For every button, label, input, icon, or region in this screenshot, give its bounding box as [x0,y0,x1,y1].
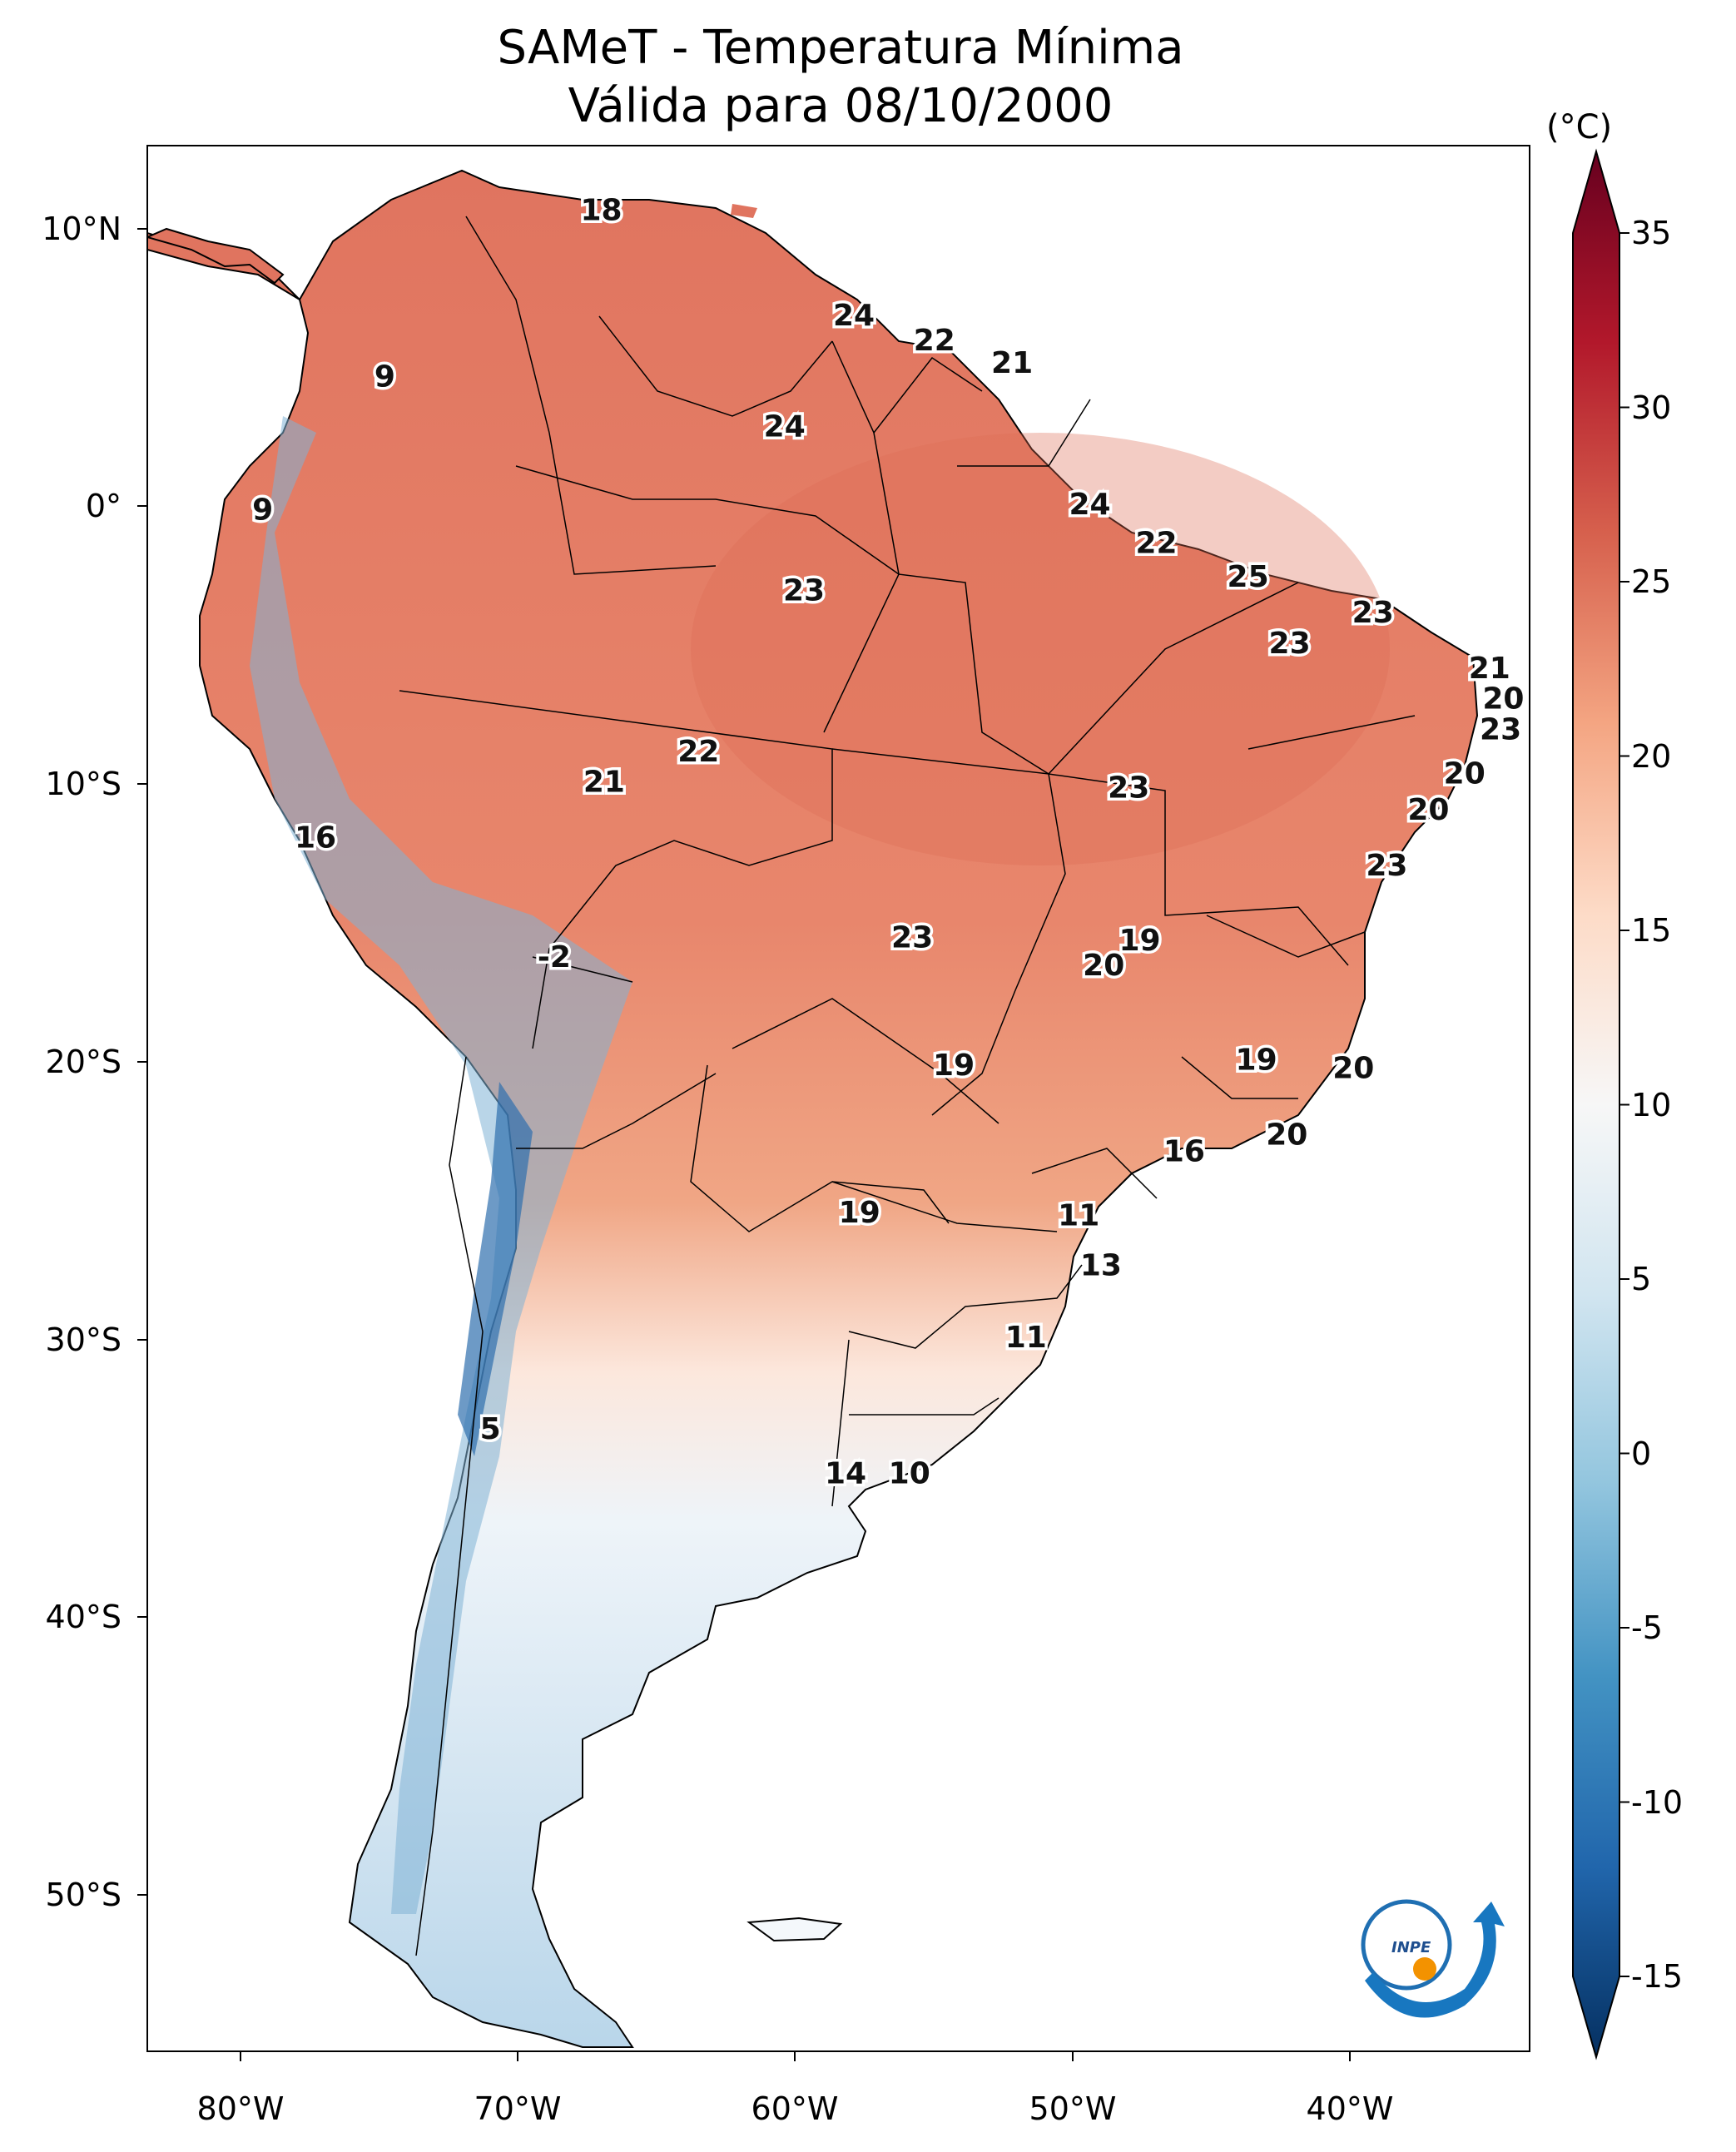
temperature-label: 10 [889,1457,930,1491]
lon-label: 40°W [1306,2090,1394,2127]
lat-label: 10°N [42,211,122,247]
colorbar-unit: (°C) [1546,108,1613,146]
lat-label: 50°S [45,1877,122,1913]
warm-core [691,433,1390,865]
temperature-label: 9 [252,493,273,528]
temperature-label: 24 [764,410,806,444]
andes-core [458,1082,533,1456]
temperature-label: 20 [1266,1118,1307,1153]
temperature-label: 16 [295,821,336,855]
temperature-label: 23 [1366,849,1407,883]
inpe-logo: INPE [1361,1899,1505,2018]
logo-text: INPE [1391,1939,1431,1956]
plot-frame [146,145,1530,2052]
lon-label: 60°W [751,2090,839,2127]
logo-swoosh-arrow [1365,1902,1505,2018]
lat-label: 30°S [45,1321,122,1358]
lon-label: 70°W [474,2090,562,2127]
temperature-label: 22 [914,324,955,358]
temperature-label: 23 [783,573,825,607]
central-america-shape [147,227,285,285]
temperature-label: -2 [538,940,571,974]
lon-label: 50°W [1029,2090,1117,2127]
lon-ticks [240,2051,1351,2061]
lat-label: 40°S [45,1599,122,1635]
temperature-label: 19 [839,1196,880,1230]
chart-title: SAMeT - Temperatura Mínima [497,21,1184,75]
colorbar-tick-label: 30 [1631,389,1672,426]
temperature-label: 24 [1069,488,1110,522]
colorbar-tick-label: -10 [1631,1783,1684,1821]
temperature-label: 11 [1058,1198,1099,1232]
colorbar-tick-label: 20 [1631,737,1672,775]
falklands-shape [746,1916,843,1942]
temperature-label: 19 [933,1049,975,1083]
colorbar [1572,148,1629,2060]
temperature-label: 16 [1163,1135,1205,1169]
temperature-label: 20 [1407,793,1449,827]
colorbar-tick-label: 5 [1631,1261,1652,1297]
lat-label: 20°S [45,1044,122,1080]
temperature-label: 25 [1228,560,1269,594]
colorbar-tick-label: 15 [1631,912,1672,949]
caribbean-island [731,204,757,218]
colorbar-tick-label: -5 [1631,1609,1663,1646]
lat-label: 10°S [45,766,122,802]
temperature-label: 5 [480,1412,501,1446]
temperature-label: 18 [580,193,622,227]
lat-label: 0° [85,488,122,524]
colorbar-body [1572,148,1620,2060]
temperature-label: 9 [374,360,395,394]
colorbar-tick-label: -15 [1631,1958,1684,1995]
temperature-label: 19 [1118,924,1160,958]
colorbar-tick-label: 0 [1631,1435,1652,1472]
temperature-label: 22 [1135,527,1177,561]
temperature-label: 21 [583,766,625,800]
continent-shape [147,169,1479,2048]
colorbar-tick-label: 25 [1631,563,1672,600]
lat-ticks [137,228,147,1896]
temperature-label: 19 [1236,1043,1277,1077]
lon-label: 80°W [196,2090,285,2127]
temperature-label: 20 [1083,949,1124,983]
temperature-label: 23 [1108,771,1149,805]
temperature-label: 23 [891,921,933,955]
andes-cold-band [250,416,632,1914]
temperature-label: 11 [1005,1321,1047,1355]
temperature-label: 23 [1480,712,1521,746]
colorbar-tick-label: 10 [1631,1086,1672,1123]
temperature-label: 22 [677,735,719,769]
colorbar-tick-label: 35 [1631,215,1672,251]
temperature-label: 23 [1269,627,1311,661]
temperature-label: 21 [1469,652,1510,686]
temperature-label: 20 [1444,757,1486,791]
logo-ring [1361,1899,1452,1991]
chart-subtitle: Válida para 08/10/2000 [568,79,1114,133]
logo-sun [1413,1957,1436,1981]
temperature-label: 13 [1080,1248,1122,1282]
temperature-label: 21 [991,346,1033,380]
temperature-label: 20 [1482,682,1524,717]
temperature-label: 23 [1352,596,1394,630]
country-borders [399,216,1416,1956]
temperature-label: 24 [833,299,875,333]
temperature-label: 20 [1332,1051,1374,1085]
temperature-label: 14 [825,1457,866,1491]
